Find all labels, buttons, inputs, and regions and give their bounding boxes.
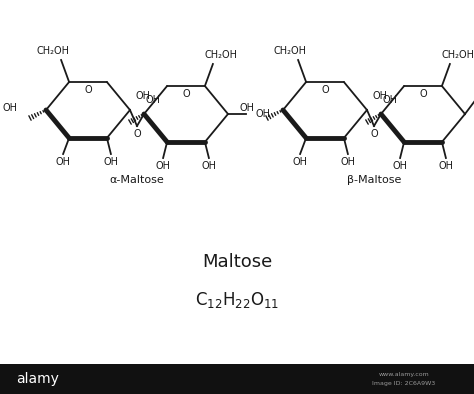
Text: OH: OH (373, 91, 388, 101)
Text: O: O (321, 85, 329, 95)
Text: www.alamy.com: www.alamy.com (379, 372, 429, 377)
Text: OH: OH (240, 103, 255, 113)
Text: Maltose: Maltose (202, 253, 272, 271)
Text: OH: OH (392, 161, 408, 171)
Text: O: O (370, 129, 378, 139)
Text: $\mathregular{C_{12}H_{22}O_{11}}$: $\mathregular{C_{12}H_{22}O_{11}}$ (195, 290, 279, 310)
Text: O: O (419, 89, 427, 99)
Text: O: O (182, 89, 190, 99)
Text: OH: OH (383, 95, 398, 105)
Text: OH: OH (292, 157, 308, 167)
Text: OH: OH (155, 161, 171, 171)
Text: OH: OH (256, 109, 271, 119)
Text: OH: OH (3, 103, 18, 113)
Text: OH: OH (146, 95, 161, 105)
Text: OH: OH (136, 91, 151, 101)
Text: CH₂OH: CH₂OH (273, 46, 307, 56)
Text: O: O (133, 129, 141, 139)
Text: CH₂OH: CH₂OH (441, 50, 474, 60)
Text: O: O (84, 85, 92, 95)
Text: β-Maltose: β-Maltose (347, 175, 401, 185)
Text: OH: OH (201, 161, 217, 171)
Text: α-Maltose: α-Maltose (109, 175, 164, 185)
Bar (0, 364, 474, 394)
Text: Image ID: 2C6A9W3: Image ID: 2C6A9W3 (373, 381, 436, 386)
Text: OH: OH (340, 157, 356, 167)
Text: alamy: alamy (17, 372, 59, 386)
Text: CH₂OH: CH₂OH (36, 46, 70, 56)
Text: OH: OH (103, 157, 118, 167)
Text: OH: OH (438, 161, 454, 171)
Text: CH₂OH: CH₂OH (204, 50, 237, 60)
Text: OH: OH (55, 157, 71, 167)
